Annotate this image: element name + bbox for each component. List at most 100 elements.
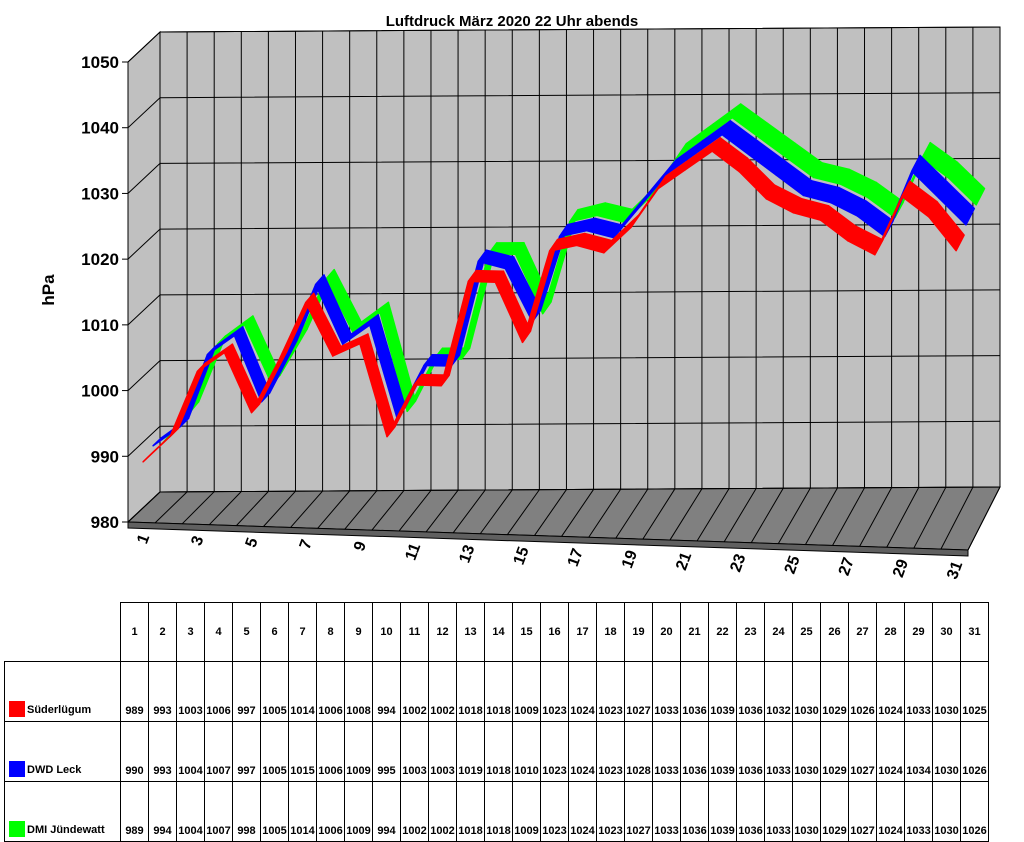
table-row: DWD Leck 990 993 1004 1007 997 1005 1015 1006 100… [4, 721, 989, 782]
table-cell: 993 [148, 721, 177, 782]
data-table: 1 2 3 4 5 6 7 8 9 10 11 12 13 14 15 16 17 18 19 20 21 22 23 24 2… [4, 602, 989, 842]
floor-gridline [534, 489, 567, 536]
table-cell: 1033 [764, 721, 793, 782]
table-cell: 1036 [680, 781, 709, 842]
table-cell: 1006 [316, 781, 345, 842]
floor-gridline [425, 489, 459, 533]
floor-gridline [588, 488, 622, 538]
table-cell: 1009 [512, 661, 541, 722]
table-header-cell: 26 [820, 602, 849, 662]
table-cell: 1018 [456, 661, 485, 722]
series-name: Süderlügum [27, 704, 92, 716]
table-cell: 1006 [204, 661, 233, 722]
floor-gridline [642, 488, 676, 540]
table-cell: 1002 [428, 781, 457, 842]
table-cell: 1033 [904, 661, 933, 722]
table-cell: 1039 [708, 721, 737, 782]
floor-gridline [967, 486, 1001, 551]
x-tick-label: 3 [188, 534, 207, 548]
table-cell: 1023 [596, 721, 625, 782]
floor-gridline [940, 486, 974, 550]
table-cell: 1024 [568, 721, 597, 782]
table-cell: 995 [372, 721, 401, 782]
table-header-cell: 1 [120, 602, 149, 662]
table-cell: 1033 [764, 781, 793, 842]
table-cell: 1025 [960, 661, 989, 722]
table-cell: 1036 [736, 721, 765, 782]
series-ribbons [142, 103, 986, 463]
floor-gridline [804, 487, 838, 545]
floor-gridline [208, 491, 242, 526]
table-cell: 1024 [876, 661, 905, 722]
floor-gridline [127, 491, 161, 523]
table-cell: 1018 [484, 721, 513, 782]
table-corner [5, 603, 121, 662]
floor-gridline [479, 489, 513, 535]
floor-gridline [263, 490, 296, 527]
table-header-cell: 17 [568, 602, 597, 662]
legend-swatch [9, 821, 25, 837]
table-header-cell: 22 [708, 602, 737, 662]
floor-gridline [236, 491, 269, 526]
floor-gridline [750, 488, 784, 544]
floor-gridline [777, 487, 811, 544]
table-header-cell: 8 [316, 602, 345, 662]
table-cell: 1018 [484, 781, 513, 842]
table-cell: 1023 [596, 781, 625, 842]
table-cell: 1024 [568, 781, 597, 842]
table-cell: 989 [120, 661, 149, 722]
table-cell: 1005 [260, 721, 289, 782]
x-tick-label: 27 [836, 555, 858, 578]
floor-gridline [886, 487, 920, 548]
x-tick-label: 19 [619, 548, 641, 571]
table-cell: 1030 [932, 721, 961, 782]
table-header-cell: 21 [680, 602, 709, 662]
y-tick-label: 1050 [81, 53, 119, 72]
chart-walls [126, 26, 1001, 557]
table-cell: 1015 [288, 721, 317, 782]
floor-gridline [506, 489, 540, 535]
table-cell: 1030 [792, 721, 821, 782]
table-cell: 1005 [260, 661, 289, 722]
table-cell: 1033 [652, 661, 681, 722]
table-cell: 1010 [512, 721, 541, 782]
table-cell: 1023 [540, 661, 569, 722]
floor-gridline [344, 490, 378, 530]
table-cell: 989 [120, 781, 149, 842]
table-cell: 1005 [260, 781, 289, 842]
floor-gridline [832, 487, 865, 546]
x-tick-label: 21 [673, 550, 695, 573]
table-row: Süderlügum 989 993 1003 1006 997 1005 1014 1006 1… [4, 661, 989, 722]
table-cell: 998 [232, 781, 261, 842]
table-cell: 1024 [876, 721, 905, 782]
table-cell: 1028 [624, 721, 653, 782]
series-name: DMI Jündewatt [27, 824, 105, 836]
x-tick-label: 7 [297, 537, 316, 551]
table-cell: 1006 [316, 721, 345, 782]
table-cell: 1039 [708, 661, 737, 722]
y-tick-label: 1040 [81, 119, 119, 138]
y-tick-label: 1030 [81, 184, 119, 203]
floor-gridline [669, 488, 703, 541]
floor-gridline [615, 488, 649, 539]
table-header-cell: 9 [344, 602, 373, 662]
x-tick-label: 1 [134, 532, 153, 546]
table-cell: 1033 [652, 721, 681, 782]
floor-gridline [398, 490, 432, 532]
table-cell: 1006 [316, 661, 345, 722]
table-header-cell: 18 [596, 602, 625, 662]
series-1-segment [938, 181, 976, 226]
table-header-cell: 20 [652, 602, 681, 662]
floor-gridline [723, 488, 757, 543]
table-cell: 1026 [960, 781, 989, 842]
series-label: DMI Jündewatt [4, 781, 121, 842]
x-tick-label: 11 [402, 541, 424, 563]
x-tick-label: 5 [243, 536, 262, 550]
table-cell: 1004 [176, 721, 205, 782]
table-cell: 1002 [400, 661, 429, 722]
table-cell: 1027 [848, 781, 877, 842]
table-cell: 1009 [512, 781, 541, 842]
table-cell: 1007 [204, 781, 233, 842]
table-cell: 1032 [764, 661, 793, 722]
table-cell: 1029 [820, 721, 849, 782]
